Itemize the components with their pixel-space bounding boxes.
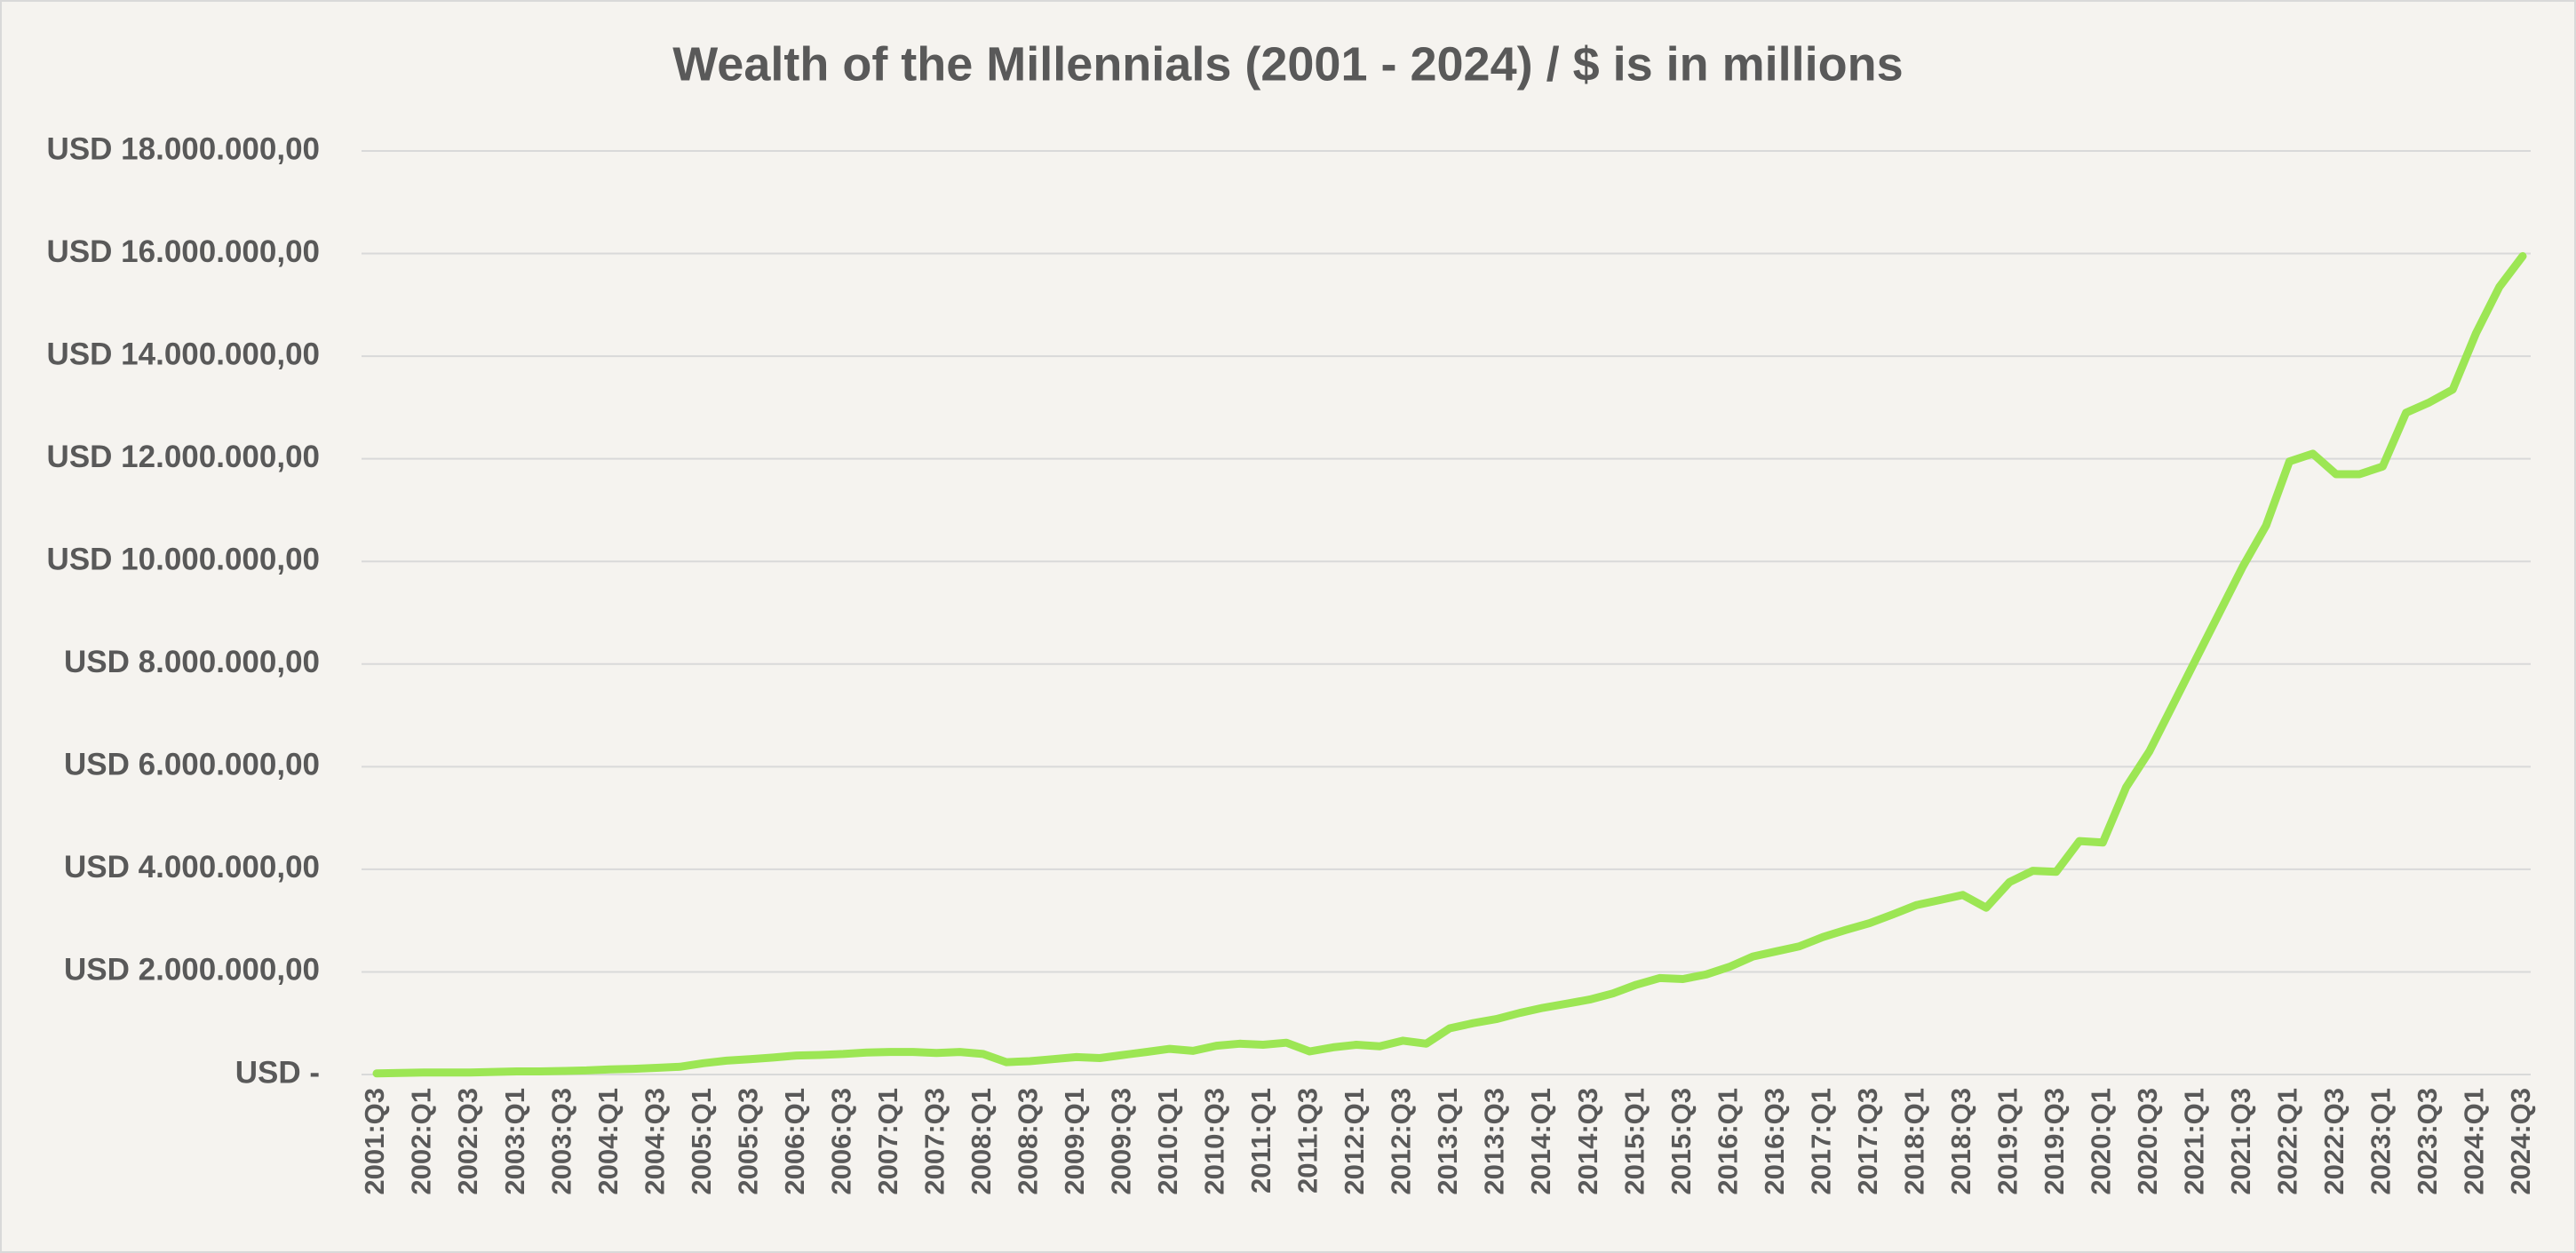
x-tick-label: 2024:Q3 [2505,1088,2536,1195]
x-tick-label: 2013:Q3 [1479,1088,1510,1195]
y-tick-label: USD - [235,1055,320,1090]
x-tick-label: 2006:Q3 [825,1088,856,1195]
x-tick-label: 2023:Q3 [2412,1088,2443,1195]
chart-title: Wealth of the Millennials (2001 - 2024) … [672,37,1903,91]
y-tick-label: USD 8.000.000,00 [64,645,320,679]
y-tick-label: USD 10.000.000,00 [47,542,320,576]
x-tick-label: 2018:Q3 [1945,1088,1976,1195]
x-tick-label: 2009:Q1 [1059,1088,1090,1195]
x-tick-label: 2014:Q1 [1525,1088,1556,1195]
x-tick-label: 2004:Q3 [639,1088,670,1195]
x-tick-label: 2008:Q3 [1012,1088,1043,1195]
x-tick-label: 2004:Q1 [592,1088,624,1195]
x-tick-label: 2010:Q1 [1152,1088,1183,1195]
x-tick-label: 2022:Q3 [2318,1088,2349,1195]
y-tick-label: USD 12.000.000,00 [47,440,320,474]
y-tick-label: USD 14.000.000,00 [47,337,320,371]
x-tick-label: 2007:Q1 [872,1088,903,1195]
x-tick-label: 2011:Q3 [1292,1088,1324,1194]
x-tick-label: 2005:Q1 [686,1088,717,1195]
x-tick-label: 2024:Q1 [2459,1088,2490,1195]
x-tick-label: 2008:Q1 [966,1088,997,1195]
x-tick-label: 2011:Q1 [1245,1088,1276,1194]
x-tick-label: 2015:Q3 [1666,1088,1697,1195]
x-tick-label: 2021:Q3 [2225,1088,2256,1195]
y-tick-label: USD 2.000.000,00 [64,953,320,987]
x-tick-label: 2019:Q3 [2039,1088,2070,1195]
x-tick-label: 2015:Q1 [1618,1088,1650,1195]
x-tick-label: 2021:Q1 [2179,1088,2210,1195]
x-tick-label: 2002:Q1 [406,1088,437,1195]
x-tick-label: 2017:Q1 [1805,1088,1836,1195]
y-tick-label: USD 18.000.000,00 [47,131,320,166]
y-tick-label: USD 6.000.000,00 [64,748,320,782]
x-tick-label: 2009:Q3 [1106,1088,1137,1195]
y-tick-label: USD 16.000.000,00 [47,234,320,269]
x-tick-label: 2022:Q1 [2272,1088,2303,1195]
x-tick-label: 2007:Q3 [918,1088,950,1195]
x-tick-label: 2012:Q3 [1386,1088,1417,1195]
x-tick-label: 2010:Q3 [1199,1088,1230,1195]
x-tick-label: 2023:Q1 [2365,1088,2397,1195]
x-tick-label: 2005:Q3 [732,1088,763,1195]
x-tick-label: 2003:Q3 [545,1088,576,1195]
x-tick-label: 2012:Q1 [1339,1088,1370,1195]
x-tick-label: 2013:Q1 [1432,1088,1463,1195]
x-tick-label: 2001:Q3 [359,1088,390,1195]
x-tick-label: 2003:Q1 [499,1088,530,1195]
y-tick-label: USD 4.000.000,00 [64,850,320,884]
x-tick-label: 2017:Q3 [1852,1088,1883,1195]
x-tick-label: 2019:Q1 [1992,1088,2023,1195]
x-tick-label: 2018:Q1 [1898,1088,1929,1195]
x-tick-label: 2014:Q3 [1572,1088,1603,1195]
x-tick-label: 2016:Q3 [1759,1088,1790,1195]
x-tick-label: 2002:Q3 [452,1088,483,1195]
x-tick-label: 2020:Q3 [2132,1088,2163,1195]
x-tick-label: 2016:Q1 [1712,1088,1743,1195]
x-tick-label: 2020:Q1 [2085,1088,2116,1195]
data-line [372,251,2527,1078]
x-tick-label: 2006:Q1 [779,1088,810,1195]
